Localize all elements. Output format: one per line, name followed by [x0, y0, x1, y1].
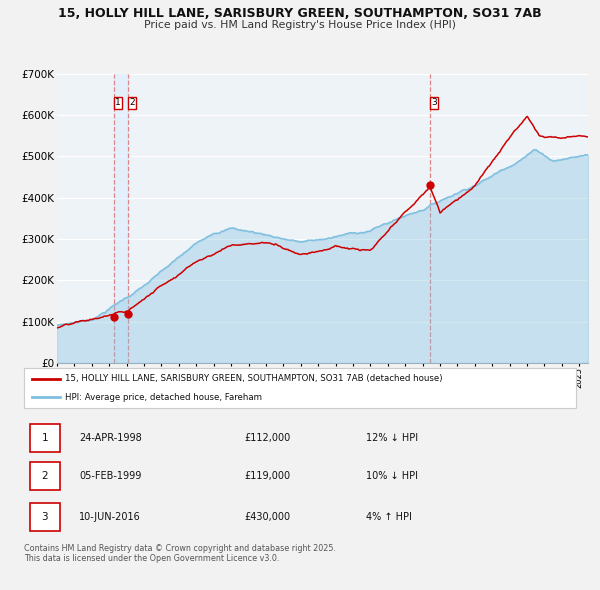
Text: 4% ↑ HPI: 4% ↑ HPI: [366, 512, 412, 522]
Text: £430,000: £430,000: [245, 512, 291, 522]
Bar: [29, 503, 60, 531]
Text: Price paid vs. HM Land Registry's House Price Index (HPI): Price paid vs. HM Land Registry's House …: [144, 20, 456, 30]
Text: 15, HOLLY HILL LANE, SARISBURY GREEN, SOUTHAMPTON, SO31 7AB (detached house): 15, HOLLY HILL LANE, SARISBURY GREEN, SO…: [65, 375, 443, 384]
Bar: [29, 463, 60, 490]
Text: 10% ↓ HPI: 10% ↓ HPI: [366, 471, 418, 481]
Text: Contains HM Land Registry data © Crown copyright and database right 2025.
This d: Contains HM Land Registry data © Crown c…: [24, 544, 336, 563]
Text: 12% ↓ HPI: 12% ↓ HPI: [366, 434, 418, 443]
Text: 05-FEB-1999: 05-FEB-1999: [79, 471, 142, 481]
Text: 10-JUN-2016: 10-JUN-2016: [79, 512, 141, 522]
Text: 3: 3: [41, 512, 48, 522]
Text: £119,000: £119,000: [245, 471, 291, 481]
Text: 15, HOLLY HILL LANE, SARISBURY GREEN, SOUTHAMPTON, SO31 7AB: 15, HOLLY HILL LANE, SARISBURY GREEN, SO…: [58, 7, 542, 20]
Text: 2: 2: [129, 98, 135, 107]
Text: 24-APR-1998: 24-APR-1998: [79, 434, 142, 443]
Text: 1: 1: [41, 434, 48, 443]
Text: 1: 1: [115, 98, 121, 107]
Text: £112,000: £112,000: [245, 434, 291, 443]
Text: 2: 2: [41, 471, 48, 481]
Bar: [29, 424, 60, 453]
Bar: [115, 74, 128, 363]
Text: HPI: Average price, detached house, Fareham: HPI: Average price, detached house, Fare…: [65, 393, 262, 402]
Text: 3: 3: [431, 98, 437, 107]
